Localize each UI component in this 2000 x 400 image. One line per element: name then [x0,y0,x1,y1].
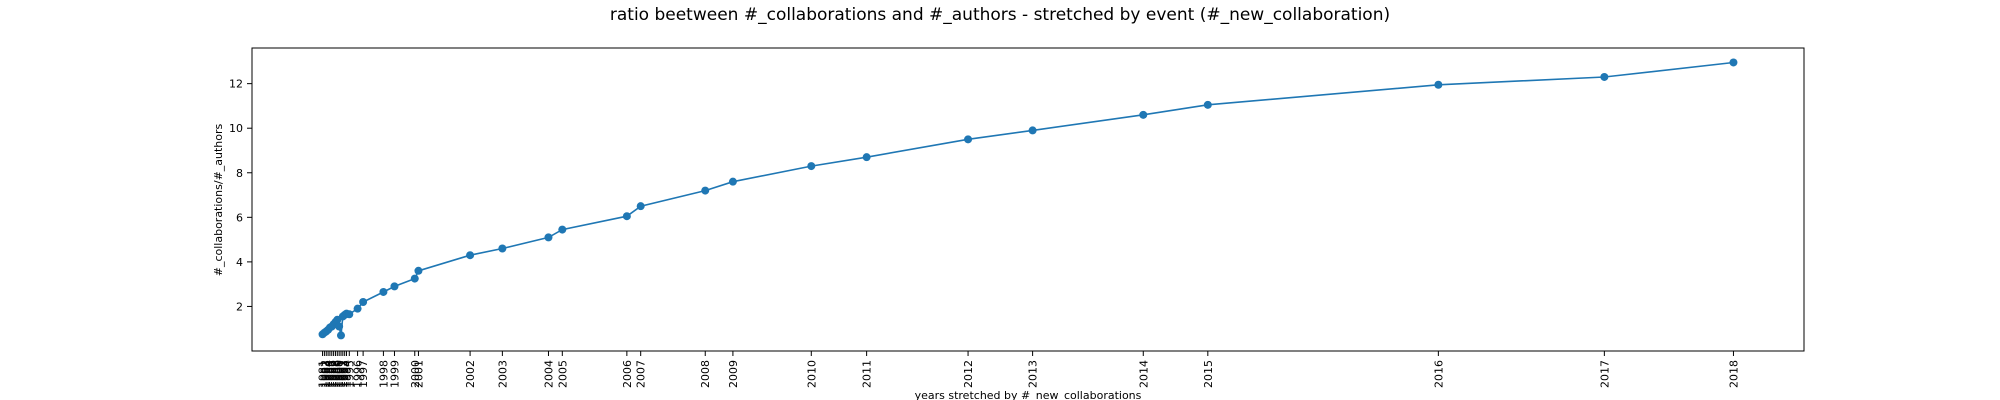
y-tick-label: 8 [236,167,243,180]
x-tick-label: 2011 [861,360,874,388]
x-tick-label: 1999 [388,360,401,388]
x-tick-label: 1983 [320,360,333,388]
x-tick-label: 1981 [317,360,330,388]
x-tick-label: 2002 [464,360,477,388]
x-tick-label: 1982 [318,360,331,388]
data-point [1028,126,1037,135]
data-point [336,331,345,340]
data-point [335,322,344,331]
x-tick-label: 1987 [328,360,341,388]
data-point [379,287,388,296]
data-point [807,162,816,171]
y-tick-label: 12 [229,78,243,91]
data-point [862,153,871,162]
x-tick-label: 1988 [329,360,342,388]
data-point [1139,110,1148,119]
data-point [558,225,567,234]
x-tick-label: 1998 [377,360,390,388]
data-point [1729,58,1738,67]
data-point [1203,100,1212,109]
data-point [1600,72,1609,81]
data-point [414,266,423,275]
data-point [1434,80,1443,89]
x-tick-label: 1986 [326,360,339,388]
x-tick-label: 2008 [699,360,712,388]
x-tick-label: 2017 [1598,360,1611,388]
y-axis-label: #_collaborations/#_authors [212,123,225,276]
x-tick-label: 1993 [339,360,352,388]
x-tick-label: 2014 [1137,360,1150,388]
x-tick-label: 2013 [1027,360,1040,388]
plot-frame [251,47,1805,352]
data-point [701,186,710,195]
x-tick-label: 1997 [357,360,370,388]
x-tick-label: 2009 [727,360,740,388]
y-axis: 2 4 6 8 10 12 [229,78,252,313]
x-tick-label: 2007 [635,360,648,388]
x-tick-label: 2015 [1202,360,1215,388]
y-tick-label: 2 [236,300,243,313]
data-point [544,233,553,242]
x-tick-label: 1992 [337,360,350,388]
x-tick-label: 1990 [333,360,346,388]
chart-title: ratio beetween #_collaborations and #_au… [609,5,1391,25]
data-point [964,135,973,144]
x-tick-label: 2016 [1432,360,1445,388]
x-tick-label: 1989 [331,360,344,388]
data-point [359,297,368,306]
x-axis-label: years stretched by #_new_collaborations [915,389,1142,400]
y-tick-label: 10 [229,122,243,135]
x-tick-label: 2001 [412,360,425,388]
data-point [636,202,645,211]
x-tick-label: 2018 [1727,360,1740,388]
data-point [353,304,362,313]
x-tick-label: 2006 [621,360,634,388]
x-axis: 1981198219831984198519861987198819891990… [317,351,1740,388]
x-tick-label: 2004 [542,360,555,388]
series-line [321,61,1734,336]
x-tick-label: 2010 [805,360,818,388]
series-markers [318,58,1738,340]
x-tick-label: 1984 [322,360,335,388]
x-tick-label: 2012 [962,360,975,388]
y-tick-label: 4 [236,256,243,269]
data-point [498,244,507,253]
data-point [410,274,419,283]
data-point [622,212,631,221]
x-tick-label: 1991 [335,360,348,388]
data-point [345,310,354,319]
x-tick-label: 2003 [496,360,509,388]
y-tick-label: 6 [236,211,243,224]
x-tick-label: 1985 [324,360,337,388]
x-tick-label: 2005 [556,360,569,388]
x-tick-label: 2000 [409,360,422,388]
x-tick-label: 1996 [352,360,365,388]
data-point [728,177,737,186]
data-point [390,282,399,291]
x-tick-label: 1995 [343,360,356,388]
data-point [466,251,475,260]
x-tick-label: 1994 [341,360,354,388]
